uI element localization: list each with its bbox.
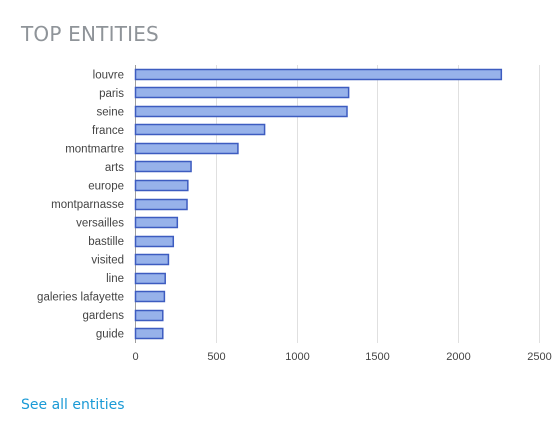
chart-category-label: seine <box>97 106 125 118</box>
chart-category-label: visited <box>91 255 124 267</box>
chart-category-labels: louvre paris seine france montmartre arts euro… <box>37 69 124 340</box>
chart-bar[interactable] <box>134 309 164 322</box>
see-all-entities-link[interactable]: See all entities <box>21 397 125 413</box>
chart-category-label: versailles <box>76 218 124 230</box>
chart-bar[interactable] <box>134 179 189 192</box>
chart-x-tick-label: 500 <box>207 351 225 363</box>
chart-category-label: guide <box>96 329 124 341</box>
chart-category-label: louvre <box>93 69 124 81</box>
chart-category-label: paris <box>99 88 124 100</box>
section-title: TOP ENTITIES <box>21 22 159 46</box>
chart-x-tick-label: 1000 <box>285 351 309 363</box>
chart-bar[interactable] <box>134 235 175 248</box>
chart-bar[interactable] <box>134 216 179 229</box>
chart-category-label: galeries lafayette <box>37 292 124 304</box>
chart-category-label: arts <box>105 162 124 174</box>
chart-bar[interactable] <box>134 105 348 118</box>
chart-bar[interactable] <box>134 86 350 99</box>
chart-x-tick-label: 0 <box>132 351 138 363</box>
chart-x-tick-labels: 0 500 1000 1500 2000 2500 <box>132 351 551 363</box>
chart-bar[interactable] <box>134 198 188 211</box>
chart-category-label: bastille <box>88 236 124 248</box>
chart-category-label: europe <box>88 180 124 192</box>
chart-bar[interactable] <box>134 272 166 285</box>
chart-bars <box>134 68 503 340</box>
chart-bar[interactable] <box>134 142 239 155</box>
chart-bar[interactable] <box>134 123 266 136</box>
chart-x-tick-label: 2500 <box>527 351 551 363</box>
chart-bar[interactable] <box>134 327 164 340</box>
chart-category-label: montparnasse <box>51 199 124 211</box>
chart-bar[interactable] <box>134 160 192 173</box>
chart-category-label: line <box>106 273 124 285</box>
chart-category-label: gardens <box>82 310 124 322</box>
chart-category-label: montmartre <box>65 143 124 155</box>
chart-bar[interactable] <box>134 290 166 303</box>
chart-x-tick-label: 2000 <box>446 351 470 363</box>
chart-bar[interactable] <box>134 68 503 81</box>
chart-category-label: france <box>92 125 124 137</box>
chart-x-tick-label: 1500 <box>365 351 389 363</box>
chart-bar[interactable] <box>134 253 170 266</box>
